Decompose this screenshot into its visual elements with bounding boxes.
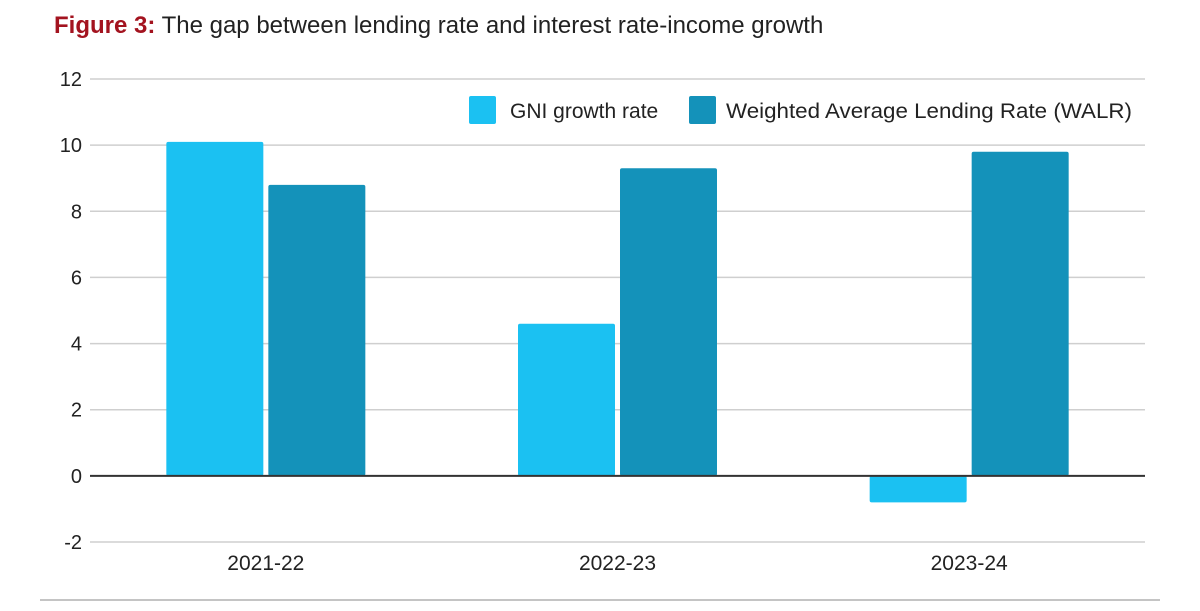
y-tick-label: 12 — [60, 69, 82, 91]
figure-title-text: The gap between lending rate and interes… — [161, 12, 824, 39]
bar — [971, 151, 1069, 476]
figure-label: Figure 3: — [54, 12, 156, 39]
bar — [620, 168, 717, 476]
bar — [268, 184, 366, 476]
x-category-label: 2023-24 — [931, 552, 1008, 575]
legend-swatch — [689, 96, 716, 124]
x-category-label: 2022-23 — [579, 552, 656, 575]
legend-label: GNI growth rate — [510, 100, 658, 123]
figure-title: Figure 3: The gap between lending rate a… — [54, 12, 823, 40]
y-tick-label: 6 — [71, 267, 82, 289]
y-tick-label: 10 — [60, 135, 82, 157]
bar — [869, 475, 967, 503]
bar — [518, 323, 615, 476]
y-tick-label: -2 — [64, 532, 82, 554]
y-tick-label: 2 — [71, 400, 82, 422]
y-tick-label: 0 — [71, 466, 82, 488]
bar — [166, 141, 264, 476]
x-category-label: 2021-22 — [227, 552, 304, 575]
legend-swatch — [469, 96, 496, 124]
y-tick-label: 8 — [71, 201, 82, 223]
y-tick-label: 4 — [71, 334, 82, 356]
legend-label: Weighted Average Lending Rate (WALR) — [726, 100, 1132, 123]
